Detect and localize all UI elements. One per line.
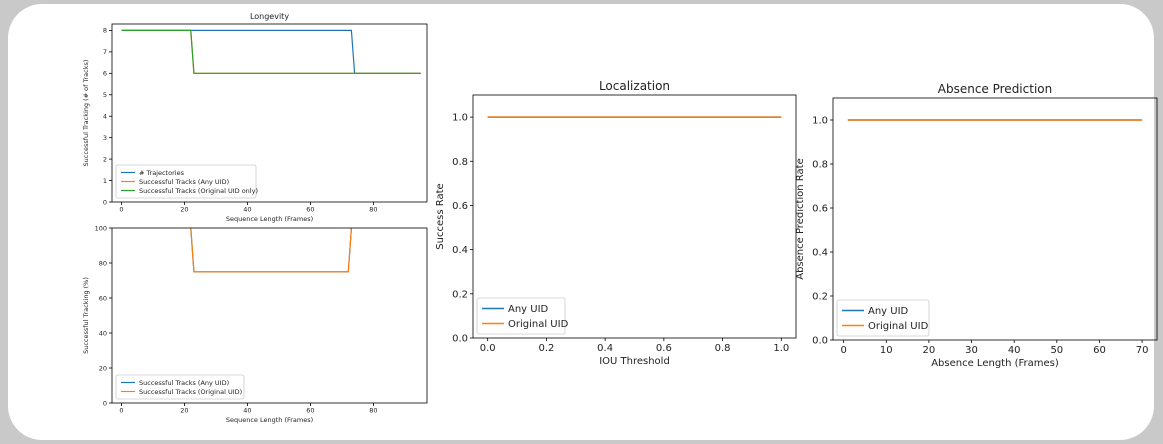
y-tick-label: 1.0	[452, 113, 468, 124]
series-line-1	[190, 228, 352, 273]
legend-box	[476, 297, 566, 335]
x-axis-label: IOU Threshold	[599, 356, 670, 367]
y-tick-label: 40	[99, 329, 107, 337]
x-tick-label: 0	[840, 345, 846, 356]
y-tick-label: 80	[99, 259, 107, 267]
y-tick-label: 0.2	[452, 289, 468, 300]
chart-title: Absence Prediction	[938, 82, 1052, 96]
y-tick-label: 0.0	[452, 334, 468, 345]
x-tick-label: 0.8	[715, 343, 731, 354]
y-tick-label: 0.6	[812, 204, 828, 215]
x-tick-label: 40	[243, 407, 251, 415]
y-tick-label: 60	[99, 294, 107, 302]
x-tick-label: 70	[1136, 345, 1149, 356]
y-tick-label: 100	[95, 224, 107, 232]
x-tick-label: 0	[119, 206, 123, 214]
legend-label: Successful Tracks (Any UID)	[139, 178, 229, 186]
legend-label: Any UID	[868, 306, 909, 317]
y-tick-label: 2	[103, 155, 107, 163]
legend-label: Original UID	[508, 319, 569, 330]
y-axis-label: Successful Tracking (%)	[82, 277, 90, 354]
x-tick-label: 0.2	[538, 343, 554, 354]
y-tick-label: 20	[99, 364, 107, 372]
x-tick-label: 0	[119, 407, 123, 415]
series-line-1	[121, 29, 421, 74]
x-tick-label: 80	[369, 407, 377, 415]
plot-frame	[832, 97, 1158, 341]
x-tick-label: 40	[243, 206, 251, 214]
y-axis-label: Absence Prediction Rate	[795, 158, 806, 280]
y-tick-label: 1.0	[812, 116, 828, 127]
chart-2: 0 20 40 60 80 0 20 40 60 80 100 Sequence Length (Fr…	[82, 224, 428, 424]
chart-1: 0 20 40 60 80 0 1 2 3 4 5 6 7 8 Longevity Sequence Leng…	[82, 12, 428, 223]
x-tick-label: 20	[180, 206, 188, 214]
y-tick-label: 0.0	[812, 336, 828, 347]
y-axis-label: Success Rate	[435, 183, 446, 249]
y-tick-label: 0.4	[812, 248, 828, 259]
legend-label: Successful Tracks (Original UID)	[139, 388, 242, 396]
series-line-2	[190, 228, 352, 273]
y-tick-label: 8	[103, 27, 107, 35]
y-tick-label: 5	[103, 91, 107, 99]
legend-label: # Trajectories	[139, 169, 185, 177]
y-tick-label: 1	[103, 177, 107, 185]
figure-panel	[8, 4, 1154, 440]
plot-frame	[111, 23, 428, 203]
y-tick-label: 3	[103, 134, 107, 142]
x-tick-label: 20	[180, 407, 188, 415]
legend-label: Successful Tracks (Original UID only)	[139, 187, 258, 195]
series-line-3	[121, 29, 421, 74]
legend-label: Original UID	[868, 321, 929, 332]
x-tick-label: 20	[923, 345, 936, 356]
x-tick-label: 60	[306, 407, 314, 415]
y-tick-label: 0.6	[452, 201, 468, 212]
legend-box	[115, 164, 257, 199]
y-tick-label: 0.4	[452, 245, 468, 256]
y-axis-label: Successful Tracking (# of Tracks)	[82, 60, 90, 167]
legend-box	[115, 374, 245, 400]
chart-title: Localization	[599, 79, 670, 93]
x-axis-label: Sequence Length (Frames)	[226, 416, 313, 424]
y-tick-label: 0	[103, 198, 107, 206]
y-tick-label: 0.8	[812, 160, 828, 171]
x-tick-label: 60	[306, 206, 314, 214]
legend-box	[836, 299, 930, 337]
x-axis-label: Absence Length (Frames)	[931, 358, 1059, 369]
x-tick-label: 0.0	[480, 343, 496, 354]
y-tick-label: 6	[103, 70, 107, 78]
x-tick-label: 0.4	[597, 343, 613, 354]
chart-3: 0.0 0.2 0.4 0.6 0.8 1.0 0.0 0.2 0.4 0.6 0.8 1.0 Loca…	[435, 79, 797, 367]
plot-frame	[111, 227, 428, 404]
legend-label: Any UID	[508, 304, 549, 315]
x-tick-label: 10	[880, 345, 893, 356]
series-line-2	[121, 29, 421, 74]
y-tick-label: 0.2	[812, 292, 828, 303]
x-axis-label: Sequence Length (Frames)	[226, 215, 313, 223]
x-tick-label: 60	[1093, 345, 1106, 356]
x-tick-label: 0.6	[656, 343, 672, 354]
x-tick-label: 40	[1008, 345, 1021, 356]
chart-title: Longevity	[250, 12, 289, 21]
x-tick-label: 1.0	[773, 343, 789, 354]
y-tick-label: 4	[103, 112, 107, 120]
chart-4: 0 10 20 30 40 50 60 70 0.0 0.2 0.4 0.6 0.8 1.0 Absence…	[795, 82, 1158, 369]
y-tick-label: 0.8	[452, 157, 468, 168]
x-tick-label: 30	[965, 345, 978, 356]
legend-label: Successful Tracks (Any UID)	[139, 379, 229, 387]
y-tick-label: 0	[103, 399, 107, 407]
x-tick-label: 50	[1050, 345, 1063, 356]
plot-frame	[472, 94, 797, 339]
x-tick-label: 80	[369, 206, 377, 214]
y-tick-label: 7	[103, 48, 107, 56]
